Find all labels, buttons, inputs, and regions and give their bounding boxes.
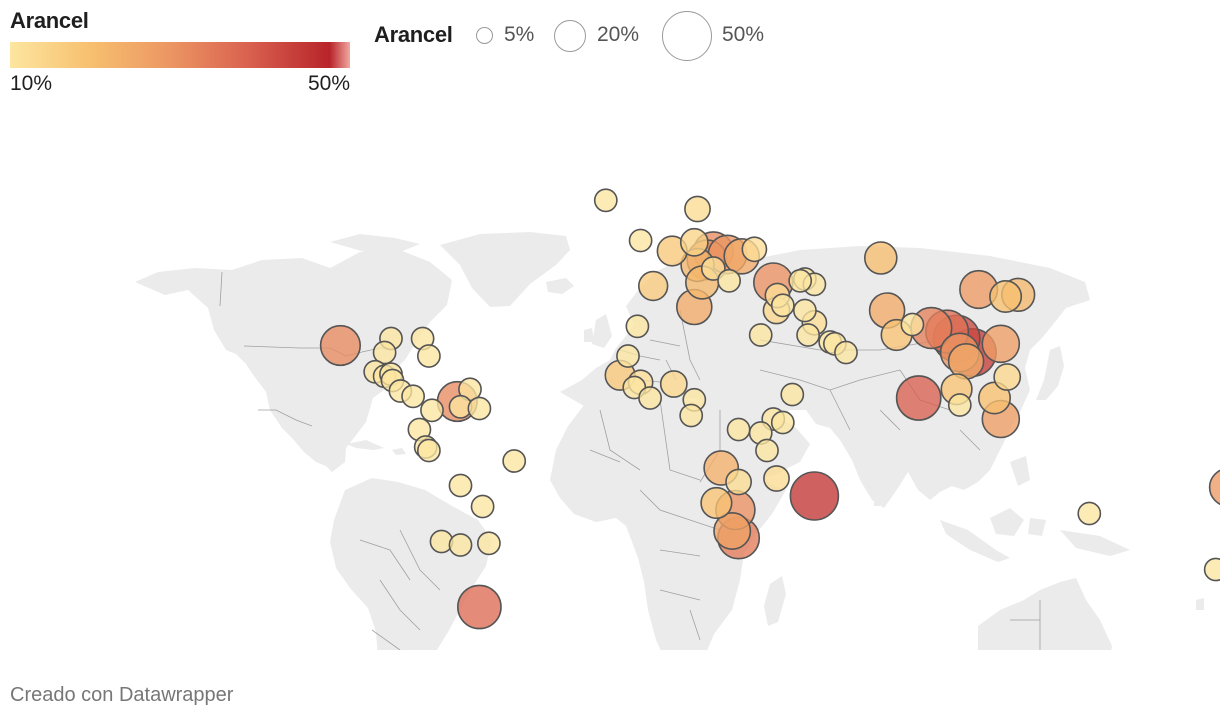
tariff-bubble[interactable] bbox=[770, 410, 795, 435]
tariff-bubble[interactable] bbox=[700, 256, 726, 281]
tariff-bubble[interactable] bbox=[684, 195, 711, 223]
color-scale-ramp bbox=[10, 42, 350, 68]
tariff-bubble[interactable] bbox=[789, 471, 840, 521]
landmass-sri-lanka bbox=[874, 494, 880, 506]
landmass-australia bbox=[978, 578, 1112, 650]
tariff-bubble[interactable] bbox=[628, 228, 653, 253]
landmass-arctic-islands bbox=[330, 234, 420, 252]
tariff-bubble[interactable] bbox=[793, 298, 817, 323]
tariff-bubble[interactable] bbox=[780, 382, 805, 407]
landmass-southeast-asia-islands bbox=[940, 456, 1130, 562]
tariff-bubble[interactable] bbox=[456, 584, 502, 630]
border-africa bbox=[589, 399, 721, 641]
tariff-bubble[interactable] bbox=[763, 465, 790, 492]
landmass-south-america bbox=[330, 478, 492, 650]
tariff-bubble[interactable] bbox=[700, 486, 733, 520]
size-legend-circle-5 bbox=[476, 27, 493, 44]
tariff-bubble[interactable] bbox=[796, 323, 821, 347]
landmass-iceland bbox=[546, 278, 574, 294]
landmass-madagascar bbox=[764, 576, 786, 626]
border-us-mexico bbox=[258, 409, 313, 427]
tariff-bubble[interactable] bbox=[989, 280, 1023, 314]
tariff-bubble[interactable] bbox=[770, 293, 795, 318]
tariff-bubble[interactable] bbox=[470, 494, 495, 519]
tariff-bubble[interactable] bbox=[401, 384, 426, 409]
tariff-bubble[interactable] bbox=[659, 370, 688, 398]
tariff-bubble[interactable] bbox=[895, 375, 942, 421]
tariff-bubble[interactable] bbox=[502, 449, 527, 473]
tariff-bubble[interactable] bbox=[834, 340, 858, 365]
landmass-british-isles bbox=[584, 314, 612, 348]
size-legend-circle-50 bbox=[662, 11, 712, 61]
landmass-caribbean bbox=[346, 440, 406, 455]
color-legend-labels: 10% 50% bbox=[10, 72, 350, 96]
color-legend: Arancel 10% 50% bbox=[10, 8, 350, 96]
tariff-bubble[interactable] bbox=[788, 268, 813, 293]
tariff-bubble[interactable] bbox=[1077, 501, 1102, 526]
tariff-bubble[interactable] bbox=[637, 270, 669, 302]
size-legend-label-50: 50% bbox=[722, 23, 765, 46]
size-legend-title: Arancel bbox=[374, 22, 453, 47]
border-alaska bbox=[219, 271, 223, 307]
country-borders bbox=[219, 271, 1041, 650]
tariff-bubble[interactable] bbox=[467, 396, 492, 421]
landmass-japan bbox=[1036, 346, 1064, 400]
color-legend-max-label: 50% bbox=[307, 72, 350, 95]
tariff-bubble[interactable] bbox=[1203, 557, 1220, 582]
land-layer bbox=[135, 232, 1204, 650]
tariff-bubble[interactable] bbox=[420, 398, 444, 423]
tariff-bubble[interactable] bbox=[679, 227, 709, 257]
credit-text: Creado con Datawrapper bbox=[10, 684, 234, 706]
size-legend-label-20: 20% bbox=[597, 23, 640, 46]
tariff-bubble[interactable] bbox=[1208, 469, 1220, 507]
tariff-bubble[interactable] bbox=[616, 344, 640, 368]
tariff-bubble[interactable] bbox=[476, 531, 501, 556]
size-legend-circle-20 bbox=[554, 20, 586, 52]
tariff-bubble[interactable] bbox=[372, 340, 397, 365]
tariff-bubble[interactable] bbox=[725, 468, 753, 496]
size-legend: Arancel 5% 20% 50% bbox=[374, 10, 794, 62]
landmass-north-america bbox=[135, 250, 452, 472]
tariff-bubble[interactable] bbox=[638, 386, 663, 410]
landmass-fiji bbox=[1196, 598, 1204, 610]
tariff-bubble[interactable] bbox=[863, 241, 898, 275]
tariff-bubble[interactable] bbox=[593, 188, 618, 213]
border-south-america bbox=[359, 529, 441, 650]
tariff-bubble[interactable] bbox=[981, 324, 1021, 364]
tariff-bubble[interactable] bbox=[319, 324, 362, 367]
bubble-layer bbox=[319, 188, 1220, 630]
tariff-bubble[interactable] bbox=[713, 511, 752, 550]
tariff-bubble[interactable] bbox=[741, 236, 768, 263]
tariff-bubble[interactable] bbox=[448, 533, 473, 557]
color-legend-title: Arancel bbox=[10, 8, 89, 33]
tariff-bubble[interactable] bbox=[717, 268, 742, 293]
border-europe bbox=[619, 309, 701, 383]
tariff-bubble[interactable] bbox=[416, 344, 441, 368]
world-map bbox=[135, 188, 1220, 650]
size-legend-label-5: 5% bbox=[504, 23, 535, 46]
landmass-greenland bbox=[440, 232, 570, 307]
tariff-bubble[interactable] bbox=[416, 438, 441, 463]
tariff-bubble[interactable] bbox=[755, 438, 779, 463]
tariff-bubble[interactable] bbox=[448, 473, 473, 498]
tariff-bubble[interactable] bbox=[625, 314, 650, 339]
tariff-bubble[interactable] bbox=[726, 417, 751, 442]
tariff-bubble[interactable] bbox=[748, 323, 773, 347]
tariff-bubble[interactable] bbox=[947, 393, 972, 417]
color-legend-min-label: 10% bbox=[10, 72, 53, 95]
tariff-bubble[interactable] bbox=[993, 363, 1022, 391]
tariff-bubble[interactable] bbox=[679, 403, 704, 428]
border-australia bbox=[1010, 600, 1041, 650]
tariff-bubble[interactable] bbox=[900, 312, 925, 337]
